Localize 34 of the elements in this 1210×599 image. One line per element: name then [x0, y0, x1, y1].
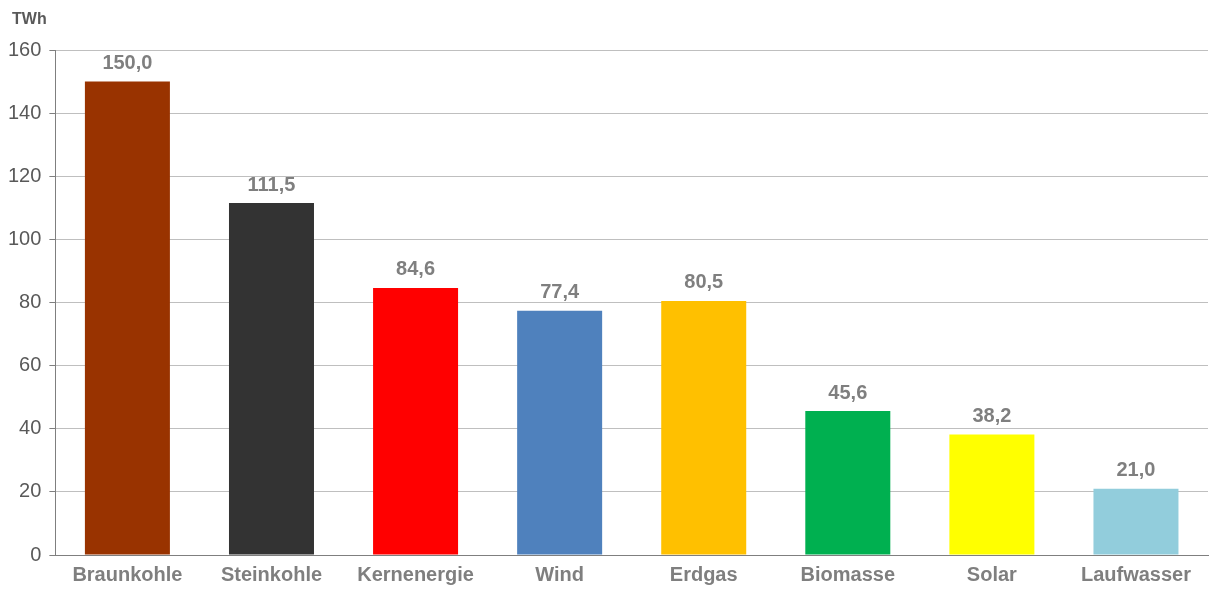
x-tick-label: Biomasse [800, 562, 896, 585]
x-tick-label: Erdgas [669, 562, 738, 585]
x-tick-label: Solar [966, 562, 1018, 585]
data-label: 45,6 [828, 380, 868, 403]
x-tick-label: Kernenergie [357, 562, 474, 585]
data-label: 38,2 [972, 403, 1012, 426]
data-label: 77,4 [540, 280, 580, 303]
x-tick-label: Laufwasser [1080, 562, 1192, 585]
y-tick-label: 140 [7, 100, 42, 123]
data-label: 111,5 [247, 172, 296, 195]
bar [1093, 488, 1179, 555]
data-label: 80,5 [684, 270, 724, 293]
y-axis-title: TWh [12, 10, 47, 28]
bar [84, 81, 170, 555]
data-label: 150,0 [102, 51, 153, 74]
bar [949, 434, 1035, 555]
y-tick-label: 160 [7, 37, 42, 60]
bar [373, 287, 459, 555]
data-label: 21,0 [1116, 458, 1156, 481]
y-tick-label: 40 [19, 416, 42, 439]
y-tick-label: 0 [30, 542, 42, 565]
y-tick-label: 80 [19, 290, 42, 313]
bar [805, 411, 891, 555]
x-tick-label: Steinkohle [220, 562, 323, 585]
bar [228, 203, 314, 555]
data-label: 84,6 [396, 257, 436, 280]
x-tick-label: Braunkohle [72, 562, 183, 585]
y-tick-label: 60 [19, 353, 42, 376]
y-tick-label: 120 [7, 163, 42, 186]
bar [517, 310, 603, 555]
x-tick-label: Wind [535, 562, 584, 585]
y-tick-label: 20 [19, 479, 42, 502]
bar [661, 300, 747, 555]
y-tick-label: 100 [7, 226, 42, 249]
